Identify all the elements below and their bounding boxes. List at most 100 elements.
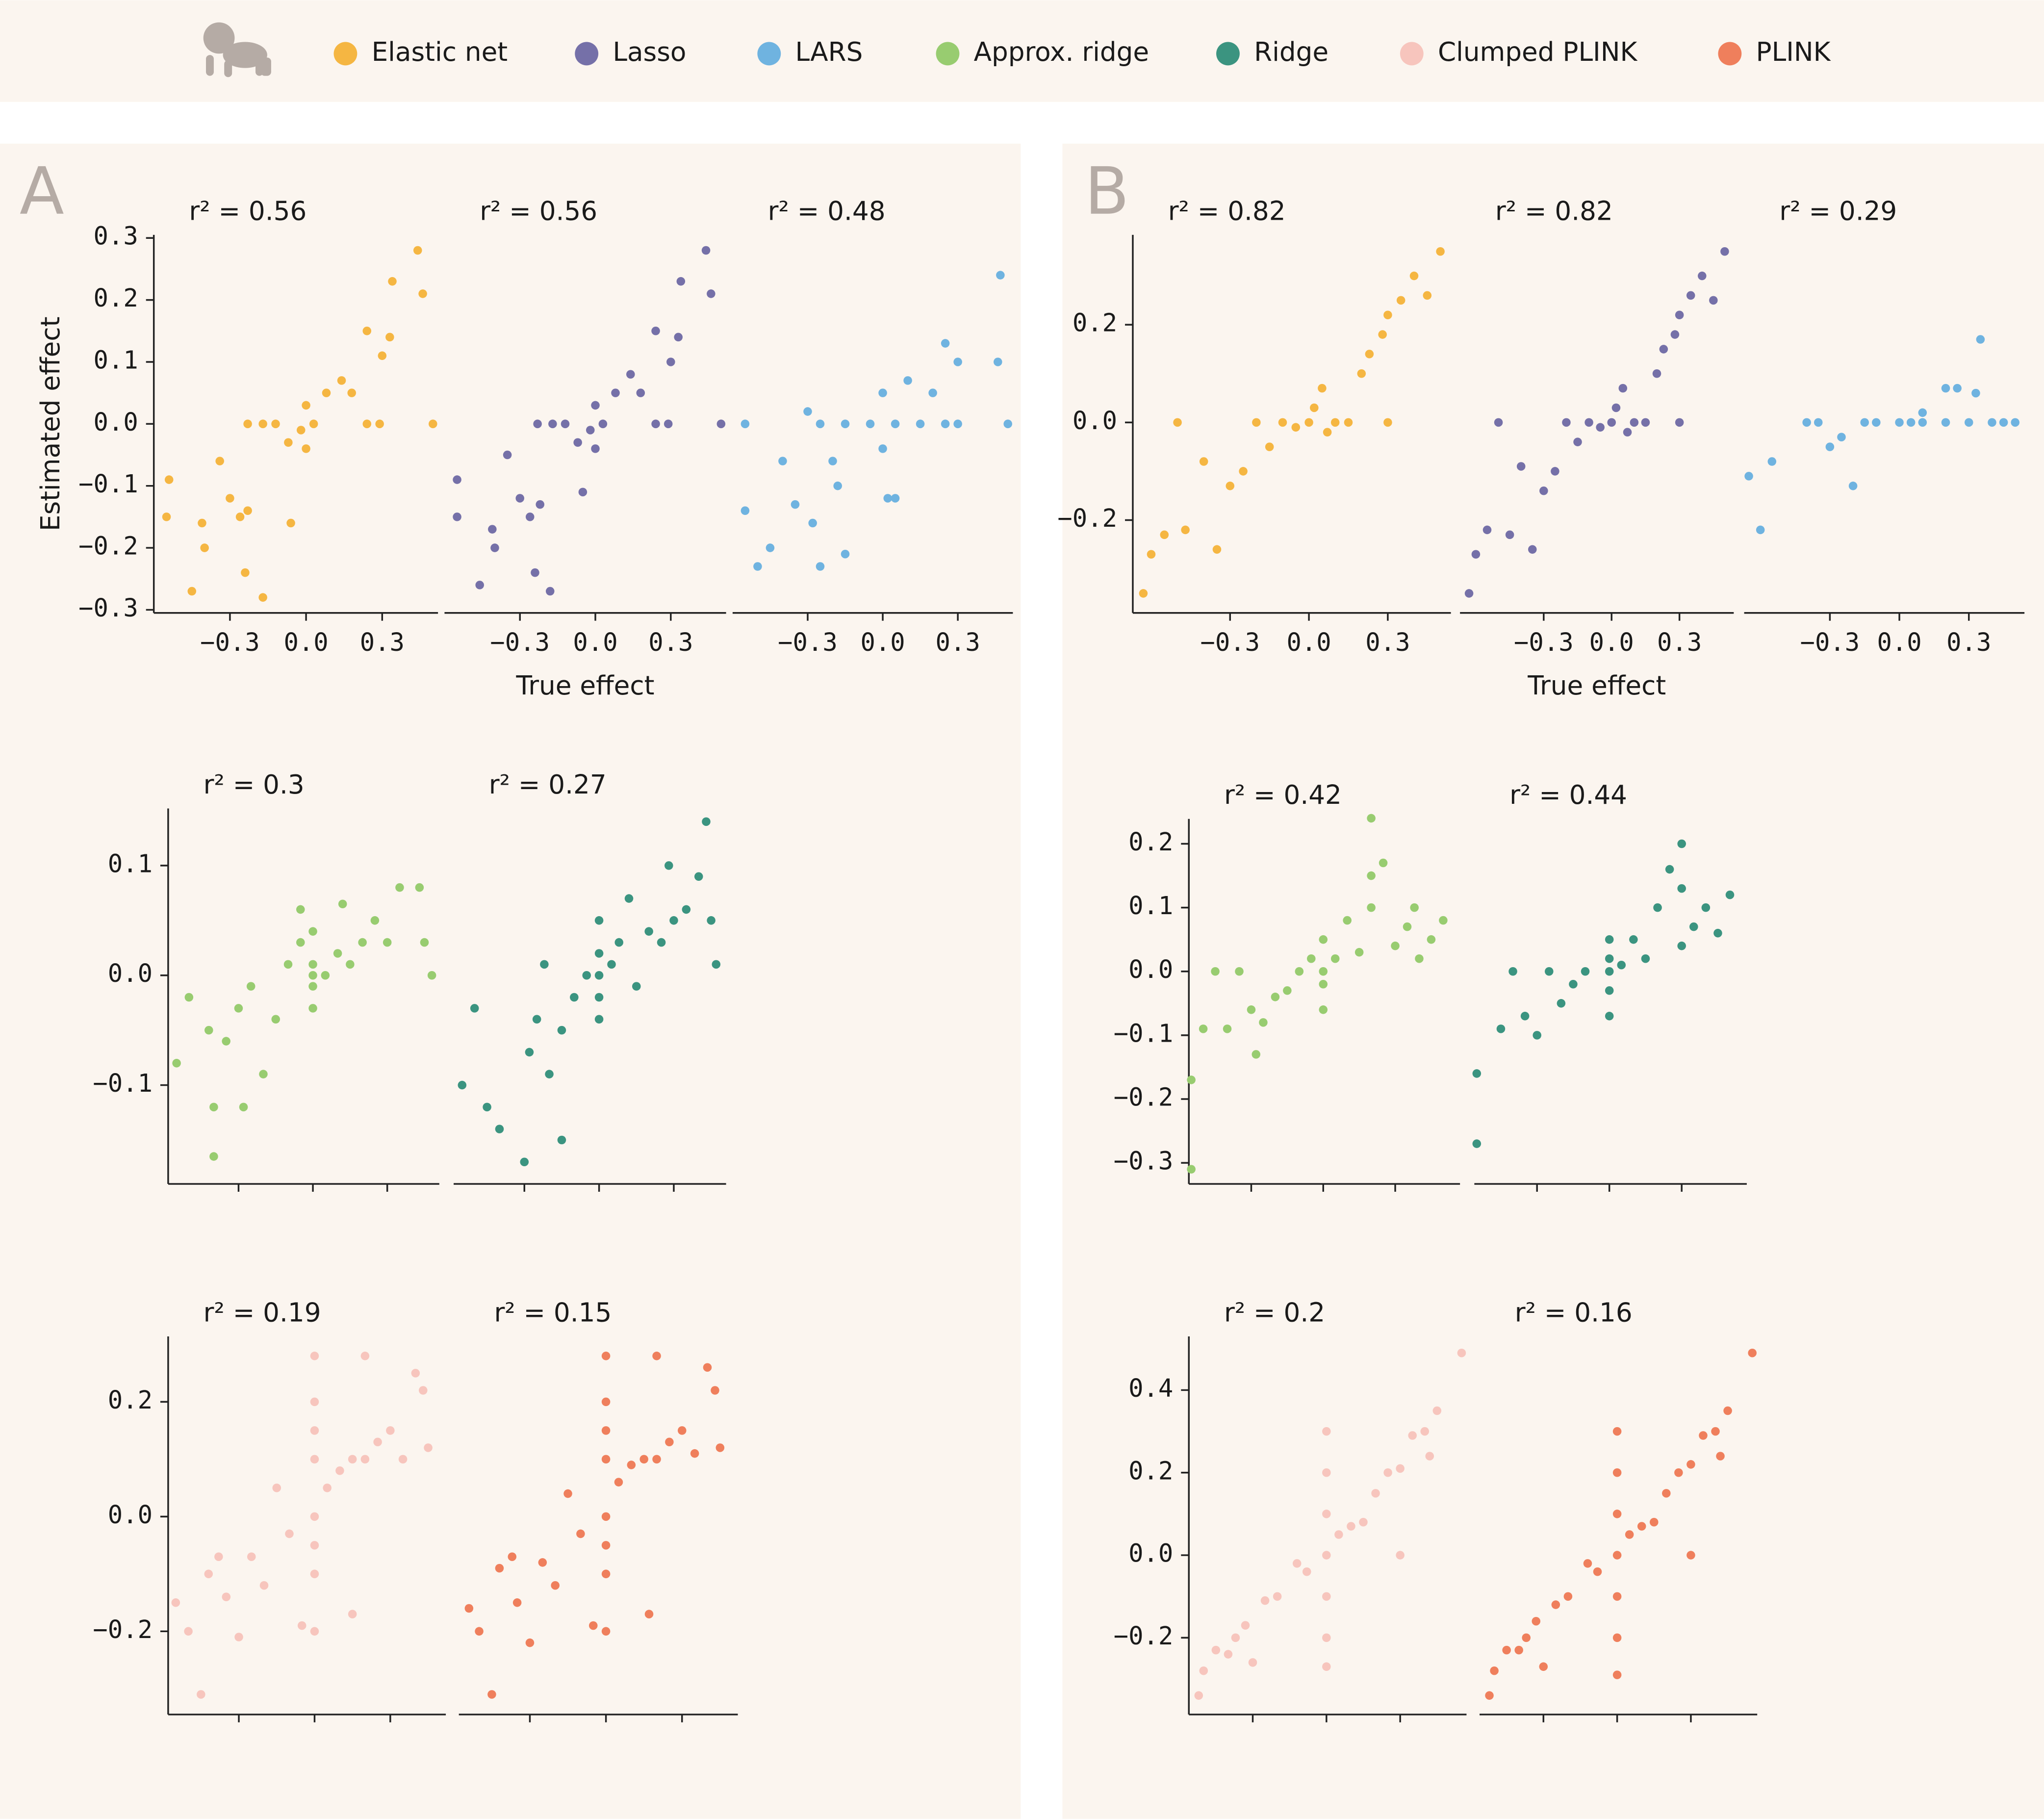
- point: [1319, 935, 1328, 944]
- point: [1516, 462, 1526, 471]
- point: [1699, 1431, 1708, 1440]
- point: [1612, 1468, 1622, 1477]
- point: [234, 1633, 243, 1641]
- point: [1322, 1662, 1331, 1671]
- point: [258, 419, 267, 429]
- point: [1630, 418, 1639, 427]
- point: [624, 894, 634, 903]
- point: [302, 401, 310, 410]
- point: [1344, 418, 1353, 427]
- point: [1224, 1650, 1233, 1659]
- point: [1334, 1530, 1343, 1539]
- point: [1677, 839, 1686, 848]
- point: [1322, 1427, 1331, 1436]
- x-tick-label: 0.3: [1946, 628, 1991, 657]
- point: [1711, 1427, 1720, 1436]
- point: [677, 1426, 687, 1435]
- point: [694, 872, 703, 881]
- point: [1508, 967, 1517, 976]
- point: [639, 1455, 648, 1464]
- point: [715, 1443, 725, 1452]
- point: [1283, 986, 1292, 995]
- point: [652, 1455, 661, 1464]
- x-tick-label: 0.0: [283, 628, 328, 657]
- point: [1744, 472, 1753, 481]
- point: [348, 1455, 357, 1464]
- point: [1675, 310, 1684, 320]
- point: [222, 1592, 231, 1601]
- point: [204, 1569, 213, 1579]
- point: [1675, 418, 1684, 427]
- point: [1551, 467, 1559, 476]
- point: [243, 419, 252, 429]
- point: [272, 1484, 281, 1492]
- point: [538, 1558, 547, 1567]
- point: [816, 562, 825, 571]
- y-tick-label: 0.1: [1128, 891, 1173, 920]
- point: [424, 1443, 433, 1452]
- point: [707, 289, 715, 298]
- point: [1617, 960, 1626, 970]
- point: [601, 1541, 611, 1550]
- point: [712, 960, 721, 969]
- point: [1409, 271, 1419, 281]
- point: [1713, 928, 1722, 938]
- y-tick-label: 0.1: [94, 345, 138, 374]
- point: [996, 271, 1005, 280]
- point: [358, 938, 367, 947]
- point: [310, 1569, 319, 1579]
- point: [594, 993, 604, 1002]
- panel-b-background: [1062, 143, 2044, 1819]
- point: [533, 419, 542, 429]
- point: [1971, 388, 1980, 398]
- legend-marker: [1216, 42, 1240, 66]
- point: [308, 971, 317, 980]
- point: [1605, 986, 1614, 995]
- x-tick-label: 0.3: [1657, 628, 1702, 657]
- point: [310, 1426, 319, 1435]
- point: [411, 1369, 420, 1378]
- point: [488, 525, 497, 534]
- point: [204, 1025, 213, 1035]
- point: [666, 358, 675, 366]
- point: [1596, 423, 1605, 432]
- point: [1436, 247, 1445, 256]
- x-axis-label: True effect: [1527, 670, 1666, 701]
- point: [520, 1157, 529, 1167]
- point: [1709, 296, 1718, 305]
- point: [1252, 418, 1261, 427]
- point: [1292, 1559, 1302, 1568]
- y-tick-label: 0.0: [94, 408, 138, 436]
- point: [1354, 948, 1364, 957]
- point: [1265, 442, 1274, 451]
- point: [226, 494, 234, 503]
- point: [841, 549, 850, 559]
- point: [503, 450, 512, 460]
- point: [470, 1004, 479, 1013]
- x-tick-label: 0.3: [648, 628, 693, 657]
- panel-letter: A: [20, 154, 64, 230]
- point: [1323, 428, 1332, 437]
- point: [308, 1004, 317, 1013]
- point: [1612, 1510, 1622, 1518]
- point: [309, 419, 318, 429]
- point: [1319, 979, 1328, 989]
- legend-label: Clumped PLINK: [1438, 37, 1638, 67]
- point: [1343, 916, 1352, 925]
- point: [652, 1352, 661, 1360]
- point: [1259, 1018, 1268, 1027]
- point: [1848, 482, 1858, 490]
- point: [1686, 1460, 1695, 1469]
- point: [1378, 330, 1387, 339]
- point: [1383, 418, 1392, 427]
- point: [475, 581, 484, 589]
- panel-title: r² = 0.29: [1779, 196, 1897, 226]
- point: [464, 1604, 474, 1613]
- point: [1248, 1658, 1257, 1667]
- point: [1652, 369, 1661, 378]
- point: [1539, 487, 1548, 495]
- point: [557, 1135, 566, 1145]
- point: [508, 1552, 517, 1562]
- point: [1403, 922, 1412, 931]
- point: [1408, 1431, 1417, 1440]
